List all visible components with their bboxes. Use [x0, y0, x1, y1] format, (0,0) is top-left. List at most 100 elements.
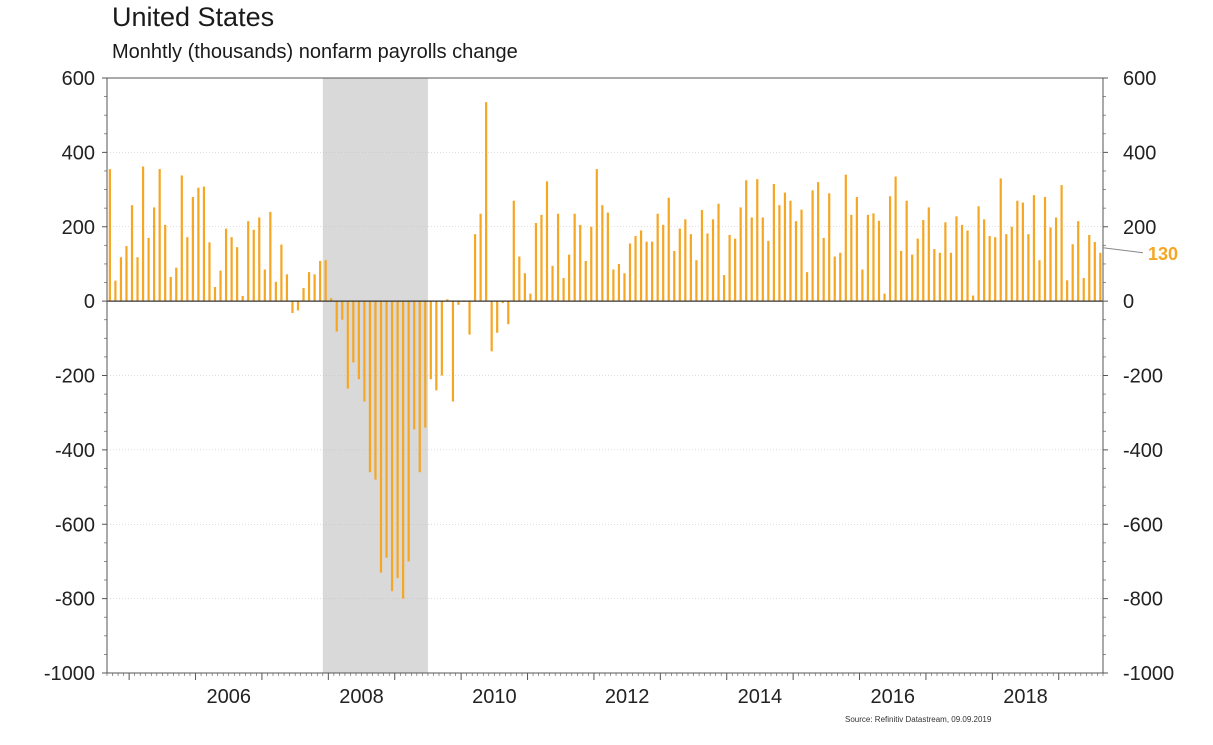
bar — [374, 301, 377, 480]
bar — [153, 207, 156, 302]
bar — [186, 237, 189, 302]
bar — [485, 102, 488, 302]
bar — [197, 187, 200, 302]
bar — [606, 212, 609, 302]
y-tick-label-left: -800 — [55, 589, 95, 611]
bar — [1032, 195, 1036, 302]
bar — [994, 237, 997, 302]
bar — [1043, 197, 1047, 302]
bar — [224, 228, 228, 302]
bar — [164, 224, 167, 302]
bar — [612, 269, 615, 302]
y-tick-label-right: 0 — [1123, 291, 1134, 313]
bar — [855, 197, 858, 302]
bar — [756, 179, 759, 302]
bar — [966, 230, 969, 302]
bar — [529, 293, 532, 302]
bar — [805, 272, 809, 302]
bar — [822, 237, 825, 302]
y-tick-label-right: -600 — [1123, 514, 1163, 536]
bar — [551, 265, 554, 302]
bar — [590, 226, 593, 302]
bar — [761, 217, 764, 302]
bar — [523, 273, 526, 302]
bar — [280, 244, 283, 302]
last-value-leader — [1102, 247, 1144, 254]
bar — [700, 210, 704, 302]
bar — [169, 276, 172, 302]
bar — [302, 288, 305, 302]
y-tick-label-left: -400 — [55, 440, 95, 462]
bar — [479, 213, 482, 302]
bar — [313, 274, 316, 302]
x-tick-label: 2010 — [472, 686, 517, 708]
bar — [269, 211, 272, 302]
bar — [828, 193, 831, 302]
bar — [324, 260, 327, 302]
chart-title: United States — [112, 2, 275, 32]
bar — [850, 214, 853, 302]
bar — [457, 301, 460, 305]
bar — [363, 301, 366, 402]
bar — [451, 301, 455, 402]
bar — [562, 278, 565, 302]
bar — [1093, 241, 1096, 302]
bar — [673, 250, 676, 302]
bar — [866, 214, 870, 302]
bar — [938, 252, 941, 302]
y-tick-label-right: 200 — [1123, 217, 1156, 239]
bar — [1027, 234, 1030, 302]
bar — [573, 213, 576, 302]
bar — [130, 205, 134, 302]
bar — [473, 234, 477, 302]
bar — [617, 263, 621, 302]
bar — [695, 260, 698, 302]
bar — [955, 216, 958, 302]
y-tick-label-left: -200 — [55, 366, 95, 388]
bar — [772, 183, 775, 302]
bar — [352, 301, 355, 363]
bar — [922, 220, 925, 302]
bar — [175, 267, 178, 302]
bar — [745, 180, 748, 302]
bar — [341, 301, 344, 320]
bar — [717, 203, 720, 302]
bar — [734, 238, 737, 302]
bar — [1005, 234, 1008, 302]
bar — [894, 176, 897, 302]
bar — [861, 269, 864, 302]
bar — [916, 238, 919, 302]
bar — [1038, 260, 1041, 302]
bar — [496, 301, 499, 333]
y-tick-label-left: -600 — [55, 514, 95, 536]
y-tick-label-right: -800 — [1123, 589, 1163, 611]
y-tick-label-left: -1000 — [44, 663, 95, 685]
bar — [1010, 226, 1013, 302]
bar — [230, 237, 233, 302]
bar — [568, 254, 571, 302]
bar — [628, 243, 632, 302]
bar — [971, 295, 975, 302]
bar — [158, 169, 161, 302]
bar — [645, 241, 648, 302]
bar — [949, 252, 953, 302]
x-tick-label: 2012 — [605, 686, 650, 708]
y-tick-label-right: -200 — [1123, 366, 1163, 388]
bar — [877, 220, 881, 302]
y-tick-label-left: 200 — [62, 217, 95, 239]
bar — [490, 301, 493, 352]
x-tick-label: 2016 — [870, 686, 915, 708]
bar — [368, 301, 372, 473]
bar — [379, 301, 383, 573]
bar — [429, 301, 432, 380]
bar — [988, 236, 991, 302]
bar — [639, 230, 643, 302]
bar — [202, 186, 206, 302]
bar — [634, 236, 637, 302]
bar — [390, 301, 394, 592]
bar — [540, 214, 543, 302]
bar — [706, 233, 709, 302]
bar — [241, 295, 244, 302]
bar — [247, 221, 250, 302]
bar — [911, 254, 914, 302]
